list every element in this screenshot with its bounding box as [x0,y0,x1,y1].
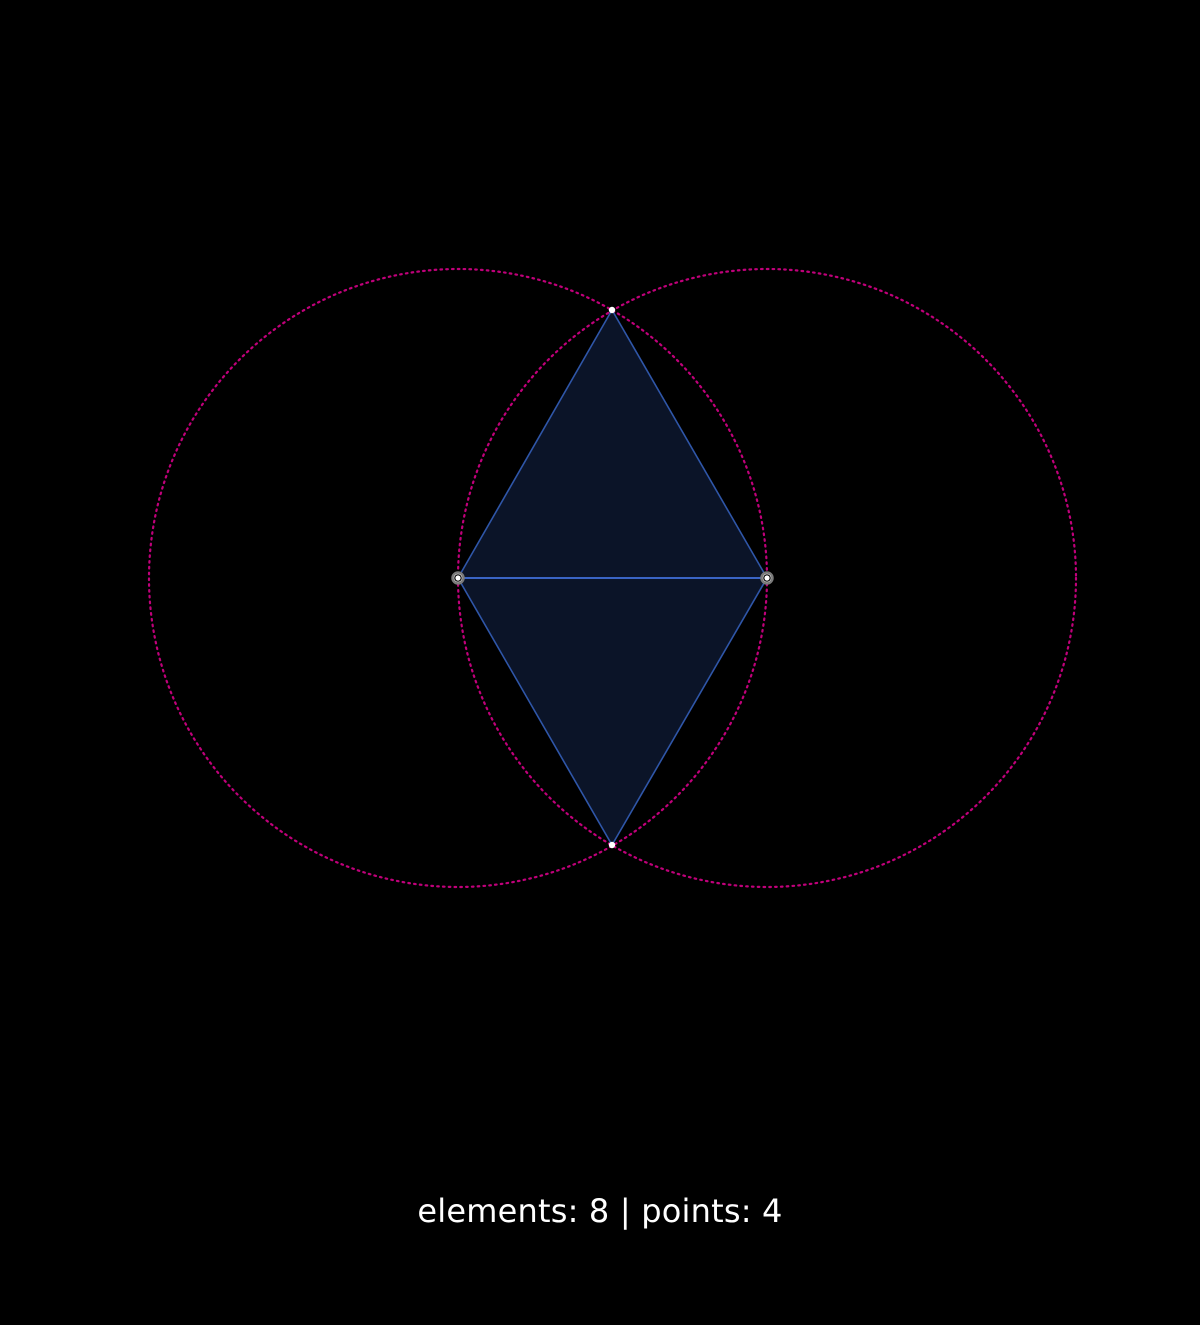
lower-equilateral-triangle[interactable] [457,577,768,846]
free-point-right[interactable] [760,571,774,585]
free-point-left[interactable] [451,571,465,585]
intersection-point-bottom[interactable] [608,841,616,849]
intersection-point-top[interactable] [608,306,616,314]
upper-equilateral-triangle[interactable] [457,309,768,579]
status-readout: elements: 8 | points: 4 [417,1192,783,1230]
